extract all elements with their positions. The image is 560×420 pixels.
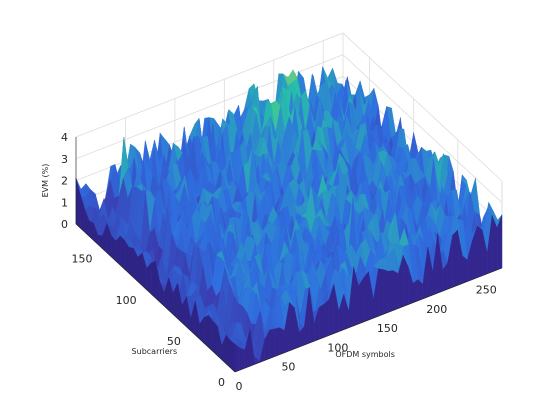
x-tick-label: 100: [327, 341, 348, 354]
z-tick-label: 2: [61, 175, 68, 188]
surface-skirt: [318, 303, 325, 340]
surface-skirt: [234, 343, 241, 373]
x-tick-label: 250: [476, 284, 497, 297]
surface-skirt: [358, 277, 364, 325]
surface-skirt: [388, 270, 394, 313]
surface-skirt: [323, 299, 330, 338]
surface-skirt: [412, 279, 419, 303]
surface-skirt: [146, 262, 152, 295]
surface-skirt: [269, 328, 275, 359]
surface-skirt: [150, 260, 156, 299]
x-axis-label: OFDM symbols: [335, 350, 395, 359]
z-tick-label: 3: [61, 153, 68, 166]
surface-skirt: [393, 270, 399, 311]
x-tick-label: 0: [236, 380, 243, 393]
x-tick-label: 200: [426, 303, 447, 316]
z-tick-label: 4: [61, 131, 68, 144]
z-axis-label: EVM (%): [41, 164, 50, 198]
axes-layer: [75, 137, 503, 373]
surface-skirt: [230, 340, 236, 373]
y-axis-label: Subcarriers: [132, 347, 178, 356]
surface-skirt: [203, 315, 209, 348]
surface-skirt: [477, 225, 483, 278]
surface-skirt: [225, 334, 231, 369]
surface-skirt: [378, 268, 384, 317]
surface-skirt: [289, 301, 295, 352]
surface-skirt: [89, 220, 94, 241]
z-tick-label: 0: [61, 218, 68, 231]
surface-skirt: [119, 235, 125, 270]
surface-skirt: [115, 235, 121, 266]
surface-skirt: [452, 229, 458, 288]
surface-skirt: [208, 314, 214, 352]
y-tick-label: 150: [72, 253, 93, 266]
y-tick-label: 50: [167, 335, 181, 348]
x-tick-label: 150: [377, 322, 398, 335]
surface-skirt: [128, 247, 134, 278]
y-axis-line: [75, 223, 236, 373]
y-tick-label: 0: [218, 376, 225, 389]
surface-skirt: [212, 320, 218, 357]
y-tick-label: 100: [116, 294, 137, 307]
x-axis-line: [234, 267, 503, 373]
surface-skirt: [383, 269, 389, 315]
surface-skirt: [363, 271, 369, 323]
surface-skirt: [462, 255, 468, 284]
surface-skirt: [137, 252, 143, 287]
surface-layer: [75, 66, 503, 373]
surface-skirt: [274, 327, 280, 357]
surface-skirt: [239, 347, 246, 371]
x-tick-label: 50: [281, 361, 295, 374]
surface-skirt: [279, 327, 285, 355]
z-tick-label: 1: [61, 196, 68, 209]
ticks-layer: 0 50 100 150 200 250 0 50 100 150 0 1 2 3 4: [61, 131, 497, 393]
